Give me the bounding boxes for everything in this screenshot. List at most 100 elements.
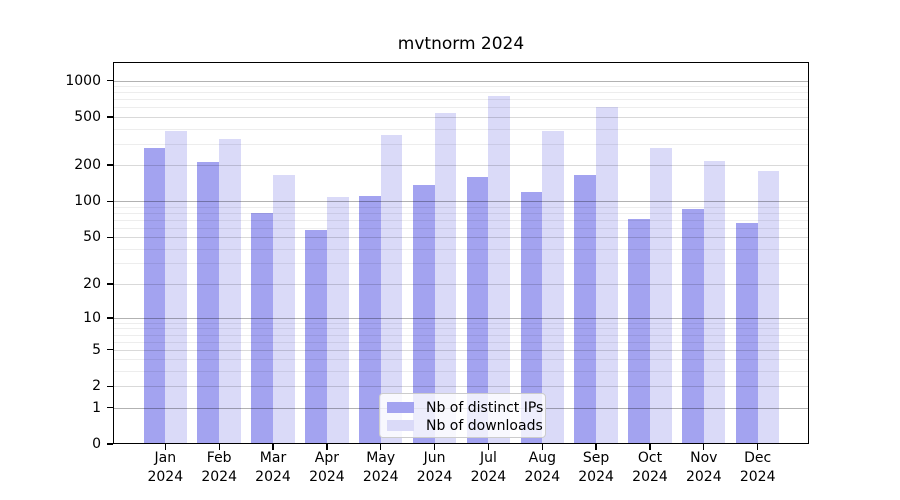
x-label-month: Sep xyxy=(582,450,610,466)
x-label-year: 2024 xyxy=(524,469,561,485)
x-tick-sep xyxy=(595,444,597,450)
bar-nov-distinct-ips xyxy=(682,209,704,444)
gridlines-layer xyxy=(113,62,809,444)
bar-jul-downloads xyxy=(488,96,511,444)
bar-apr-downloads xyxy=(326,197,349,444)
gridline-300 xyxy=(113,143,809,145)
y-tick-5 xyxy=(107,349,113,351)
x-label-month: Apr xyxy=(314,450,339,466)
gridline-60 xyxy=(113,227,809,229)
y-tick-50 xyxy=(107,236,113,238)
gridline-7 xyxy=(113,334,809,336)
y-tick-label-100: 100 xyxy=(74,193,101,210)
gridline-900 xyxy=(113,86,809,88)
gridline-50 xyxy=(113,237,809,239)
y-tick-label-50: 50 xyxy=(83,229,101,246)
bar-mar-distinct-ips xyxy=(251,212,273,444)
gridline-700 xyxy=(113,99,809,101)
gridline-4 xyxy=(113,359,809,361)
x-label-year: 2024 xyxy=(201,469,237,485)
x-label-month: May xyxy=(366,450,396,466)
bar-jun-distinct-ips xyxy=(412,184,435,444)
x-label-year: 2024 xyxy=(632,469,668,485)
gridline-40 xyxy=(113,248,809,250)
gridline-2 xyxy=(113,386,809,388)
x-label-month: Dec xyxy=(744,450,772,466)
bar-nov-downloads xyxy=(703,160,726,444)
x-tick-dec xyxy=(757,444,759,450)
gridline-30 xyxy=(113,263,809,265)
legend-label-distinct-ips: Nb of distinct IPs xyxy=(426,399,544,416)
x-tick-label-apr: Apr 2024 xyxy=(295,449,359,487)
gridline-100 xyxy=(113,201,809,203)
x-tick-label-nov: Nov 2024 xyxy=(672,449,736,487)
legend-row-distinct-ips: Nb of distinct IPs xyxy=(387,399,545,416)
gridline-90 xyxy=(113,206,809,208)
y-tick-200 xyxy=(107,164,113,166)
x-label-month: Nov xyxy=(690,450,718,466)
x-label-month: Mar xyxy=(259,450,287,466)
bar-jun-downloads xyxy=(434,112,457,444)
x-label-year: 2024 xyxy=(739,469,776,485)
y-tick-label-200: 200 xyxy=(74,157,101,173)
y-tick-label-0: 0 xyxy=(92,436,101,452)
gridline-8 xyxy=(113,328,809,330)
x-tick-jul xyxy=(487,444,490,450)
x-label-month: Jun xyxy=(423,450,446,466)
chart-title: mvtnorm 2024 xyxy=(397,34,525,54)
y-tick-label-500: 500 xyxy=(74,109,101,125)
x-tick-nov xyxy=(703,444,705,450)
x-tick-label-dec: Dec 2024 xyxy=(726,449,790,487)
plot-area xyxy=(113,62,809,444)
y-tick-20 xyxy=(107,283,113,285)
x-tick-label-mar: Mar 2024 xyxy=(241,449,305,487)
y-tick-label-10: 10 xyxy=(83,309,101,326)
gridline-6 xyxy=(113,341,809,343)
y-tick-label-5: 5 xyxy=(92,341,101,358)
x-tick-may xyxy=(380,444,382,450)
legend-row-downloads: Nb of downloads xyxy=(387,417,545,434)
bar-feb-downloads xyxy=(219,139,241,444)
x-tick-label-aug: Aug 2024 xyxy=(510,449,574,487)
bar-oct-downloads xyxy=(649,148,672,444)
bar-sep-downloads xyxy=(596,106,618,444)
bar-sep-distinct-ips xyxy=(574,175,597,444)
x-label-year: 2024 xyxy=(362,469,399,485)
x-label-month: Feb xyxy=(206,450,232,466)
bars-layer xyxy=(113,62,809,444)
y-tick-0 xyxy=(107,443,113,445)
bar-aug-distinct-ips xyxy=(520,192,543,444)
bar-jan-downloads xyxy=(165,130,187,444)
y-tick-1000 xyxy=(107,79,113,82)
gridline-5 xyxy=(113,349,809,351)
gridline-1000 xyxy=(113,80,809,82)
gridline-20 xyxy=(113,283,809,285)
y-tick-100 xyxy=(107,200,113,202)
gridline-9 xyxy=(113,322,809,324)
x-tick-apr xyxy=(326,444,328,450)
bar-may-distinct-ips xyxy=(359,195,381,444)
bar-aug-downloads xyxy=(542,130,564,444)
gridline-80 xyxy=(113,212,809,214)
x-tick-label-jul: Jul 2024 xyxy=(456,449,520,487)
bar-jul-distinct-ips xyxy=(466,177,489,444)
x-label-month: Jul xyxy=(479,450,497,466)
x-label-month: Jan xyxy=(154,450,177,466)
x-tick-label-feb: Feb 2024 xyxy=(187,449,251,487)
x-label-year: 2024 xyxy=(416,469,453,485)
x-tick-label-oct: Oct 2024 xyxy=(618,449,682,487)
x-tick-jun xyxy=(433,444,436,450)
gridline-500 xyxy=(113,117,809,118)
bar-feb-distinct-ips xyxy=(197,162,220,444)
bar-dec-downloads xyxy=(757,170,780,444)
y-tick-10 xyxy=(107,317,113,319)
x-label-year: 2024 xyxy=(578,469,614,485)
legend-swatch-downloads xyxy=(387,420,414,431)
x-tick-label-jan: Jan 2024 xyxy=(133,449,197,487)
gridline-10 xyxy=(113,317,809,319)
x-label-year: 2024 xyxy=(309,469,345,485)
bar-dec-distinct-ips xyxy=(735,222,758,444)
x-tick-mar xyxy=(272,444,274,450)
y-tick-1 xyxy=(107,406,113,409)
gridline-70 xyxy=(113,219,809,221)
